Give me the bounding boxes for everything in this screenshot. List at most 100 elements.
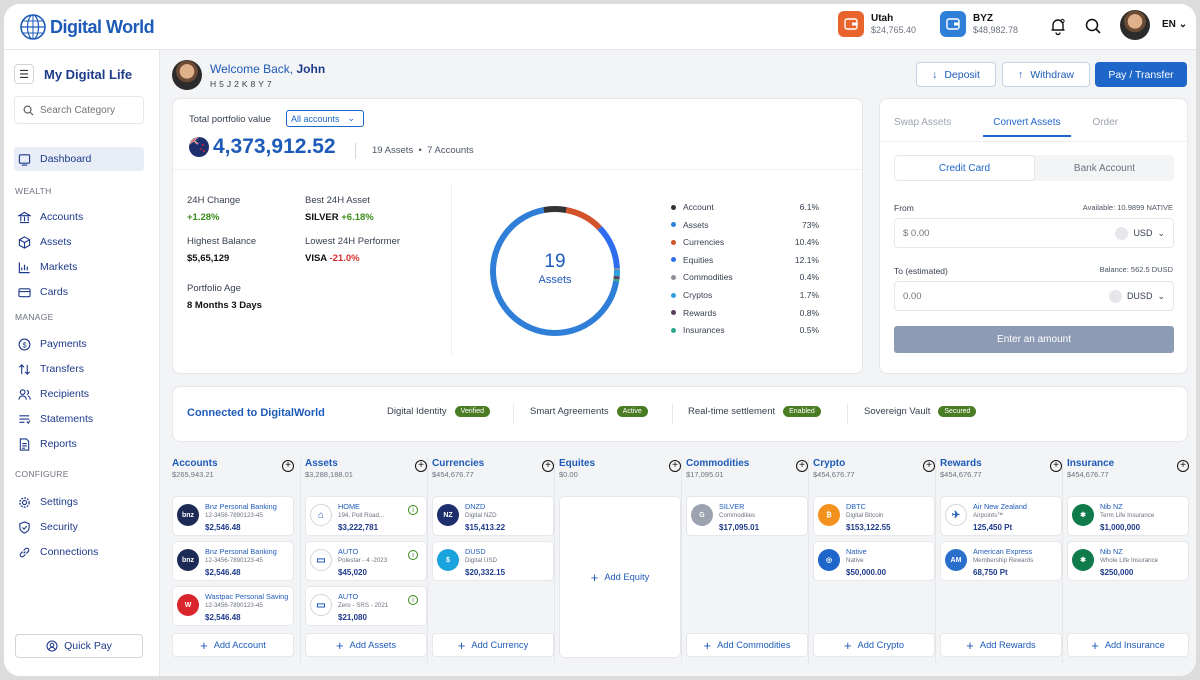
sidebar-item-security[interactable]: Security	[14, 515, 144, 539]
column-total: $17,095.01	[686, 470, 724, 479]
add-circle-icon[interactable]: +	[282, 460, 294, 472]
exchange-tabs: Swap Assets Convert Assets Order	[894, 117, 1150, 137]
holding-item[interactable]: ₿ DBTC Digital Bitcoin $153,122.55	[813, 496, 935, 536]
add-circle-icon[interactable]: +	[796, 460, 808, 472]
sidebar-item-accounts[interactable]: Accounts	[14, 205, 144, 229]
info-icon[interactable]: i	[408, 550, 418, 560]
rewards-item-icon: ✈	[945, 504, 967, 526]
notification-bell-icon[interactable]	[1048, 16, 1068, 36]
sidebar-item-payments[interactable]: $ Payments	[14, 332, 144, 356]
donut-slice-assets	[490, 207, 620, 336]
search-icon[interactable]	[1083, 16, 1103, 36]
holding-item[interactable]: ✈ Air New Zealand Airpoints™ 125,450 Pt	[940, 496, 1062, 536]
user-avatar[interactable]	[1120, 10, 1150, 40]
tab-convert-assets[interactable]: Convert Assets	[983, 117, 1071, 137]
holding-name: Nib NZ	[1100, 547, 1123, 556]
to-amount-input[interactable]	[903, 290, 1109, 302]
search-input[interactable]	[40, 104, 140, 116]
legend-label: Account	[683, 202, 714, 212]
from-currency-select[interactable]: USD ⌄	[1115, 226, 1165, 240]
sidebar-item-transfers[interactable]: Transfers	[14, 357, 144, 381]
sidebar-item-markets[interactable]: Markets	[14, 255, 144, 279]
add-circle-icon[interactable]: +	[1050, 460, 1062, 472]
holding-item[interactable]: NZ DNZD Digital NZD $15,413.22	[432, 496, 554, 536]
wallet-utah[interactable]: Utah $24,765.40	[838, 11, 916, 37]
legend-item-equities: Equities 12.1%	[671, 255, 819, 265]
sidebar-item-label: Payments	[40, 338, 87, 350]
info-icon[interactable]: i	[408, 505, 418, 515]
holding-item[interactable]: ⌂ HOME 194, Polt Road... $3,222,781 i	[305, 496, 427, 536]
sidebar-item-settings[interactable]: Settings	[14, 490, 144, 514]
to-currency-select[interactable]: DUSD ⌄	[1108, 289, 1165, 303]
withdraw-button[interactable]: ↑ Withdraw	[1002, 62, 1090, 87]
crypto-item-icon: ◎	[818, 549, 840, 571]
holding-name: Bnz Personal Banking	[205, 502, 277, 511]
quick-pay-label: Quick Pay	[64, 640, 112, 652]
hamburger-menu-icon[interactable]: ☰	[14, 64, 34, 84]
add-assets-button[interactable]: + Add Assets	[305, 633, 427, 657]
category-search[interactable]	[14, 96, 144, 124]
column-insurance: Insurance $454,676.77 + ✱ Nib NZ Term Li…	[1067, 458, 1191, 663]
pay-transfer-button[interactable]: Pay / Transfer	[1095, 62, 1187, 87]
tab-order[interactable]: Order	[1092, 117, 1119, 128]
legend-item-insurances: Insurances 0.5%	[671, 325, 819, 335]
add-circle-icon[interactable]: +	[415, 460, 427, 472]
add-crypto-button[interactable]: + Add Crypto	[813, 633, 935, 657]
add-circle-icon[interactable]: +	[923, 460, 935, 472]
add-accounts-button[interactable]: + Add Account	[172, 633, 294, 657]
tab-swap-assets[interactable]: Swap Assets	[894, 117, 952, 128]
holding-item[interactable]: bnz Bnz Personal Banking 12-3456-7890123…	[172, 541, 294, 581]
divider	[808, 458, 809, 663]
info-icon[interactable]: i	[408, 595, 418, 605]
holding-item[interactable]: $ DUSD Digital USD $20,332.15	[432, 541, 554, 581]
wallet-byz[interactable]: BYZ $48,982.78	[940, 11, 1018, 37]
add-circle-icon[interactable]: +	[542, 460, 554, 472]
sidebar-item-label: Security	[40, 521, 78, 533]
holding-item[interactable]: G SILVER Commodities $17,095.01	[686, 496, 808, 536]
logo[interactable]: Digital World	[20, 14, 155, 40]
sidebar-item-statements[interactable]: Statements	[14, 407, 144, 431]
holding-item[interactable]: ▭ AUTO Polestar - 4 -2023 $45,020 i	[305, 541, 427, 581]
holding-item[interactable]: ✱ Nib NZ Term Life Insurance $1,000,000	[1067, 496, 1189, 536]
transfer-arrows-icon	[18, 363, 31, 375]
plus-icon: +	[966, 637, 974, 653]
column-total: $454,676.77	[940, 470, 982, 479]
from-amount-input[interactable]	[903, 227, 1116, 239]
chevron-down-icon: ⌄	[1178, 19, 1188, 30]
sidebar-item-connections[interactable]: Connections	[14, 540, 144, 564]
holding-name: AUTO	[338, 592, 359, 601]
add-commodities-button[interactable]: + Add Commodities	[686, 633, 808, 657]
sidebar-item-reports[interactable]: Reports	[14, 432, 144, 456]
add-rewards-button[interactable]: + Add Rewards	[940, 633, 1062, 657]
add-circle-icon[interactable]: +	[1177, 460, 1189, 472]
deposit-button[interactable]: ↓ Deposit	[916, 62, 996, 87]
add-equity-button[interactable]: + Add Equity	[559, 496, 681, 658]
holding-item[interactable]: ◎ Native Native $50,000.00	[813, 541, 935, 581]
sidebar-item-assets[interactable]: Assets	[14, 230, 144, 254]
column-title: Currencies	[432, 458, 485, 469]
add-insurance-button[interactable]: + Add Insurance	[1067, 633, 1189, 657]
column-total: $454,676.77	[1067, 470, 1109, 479]
add-circle-icon[interactable]: +	[669, 460, 681, 472]
donut-slice-account	[543, 206, 567, 213]
connection-digital-identity[interactable]: Digital Identity Verified	[387, 406, 491, 417]
connection-real-time-settlement[interactable]: Real-time settlement Enabled	[688, 406, 821, 417]
holding-item[interactable]: ✱ Nib NZ Whole Life Insurance $250,000	[1067, 541, 1189, 581]
holding-item[interactable]: W Wastpac Personal Saving 12-3456-789012…	[172, 586, 294, 626]
credit-card-option[interactable]: Credit Card	[894, 155, 1035, 181]
holding-item[interactable]: ▭ AUTO Zero - SRS - 2021 $21,080 i	[305, 586, 427, 626]
enter-amount-button[interactable]: Enter an amount	[894, 326, 1174, 353]
connection-smart-agreements[interactable]: Smart Agreements Active	[530, 406, 648, 417]
holding-item[interactable]: AM American Express Membership Rewards 6…	[940, 541, 1062, 581]
sidebar-item-recipients[interactable]: Recipients	[14, 382, 144, 406]
connection-sovereign-vault[interactable]: Sovereign Vault Secured	[864, 406, 977, 417]
quick-pay-button[interactable]: Quick Pay	[15, 634, 143, 658]
holding-item[interactable]: bnz Bnz Personal Banking 12-3456-7890123…	[172, 496, 294, 536]
sidebar-item-cards[interactable]: Cards	[14, 280, 144, 304]
language-selector[interactable]: EN ⌄	[1162, 19, 1187, 30]
add-currencies-button[interactable]: + Add Currency	[432, 633, 554, 657]
accounts-select[interactable]: All accounts ⌄	[286, 110, 364, 127]
sidebar-item-dashboard[interactable]: Dashboard	[14, 147, 144, 171]
bank-account-option[interactable]: Bank Account	[1073, 162, 1136, 174]
status-badge: Active	[616, 406, 648, 417]
